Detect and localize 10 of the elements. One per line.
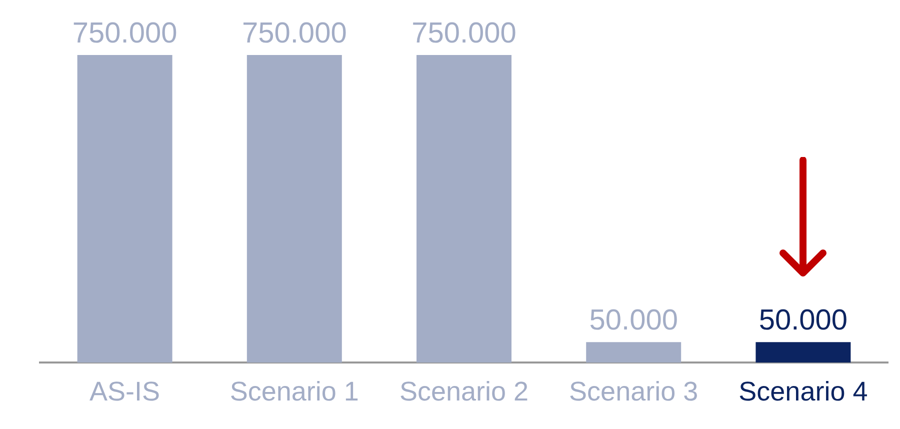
x-tick-label: Scenario 1: [230, 376, 359, 406]
data-label: 750.000: [72, 18, 178, 50]
x-tick-label: Scenario 4: [738, 376, 868, 406]
data-label: 750.000: [242, 18, 347, 50]
data-label: 50.000: [589, 304, 678, 337]
data-label: 750.000: [412, 18, 516, 50]
data-label: 50.000: [758, 304, 848, 337]
x-tick-label: AS-IS: [90, 376, 160, 406]
x-tick-label: Scenario 2: [399, 376, 529, 406]
x-tick-label: Scenario 3: [569, 376, 698, 406]
